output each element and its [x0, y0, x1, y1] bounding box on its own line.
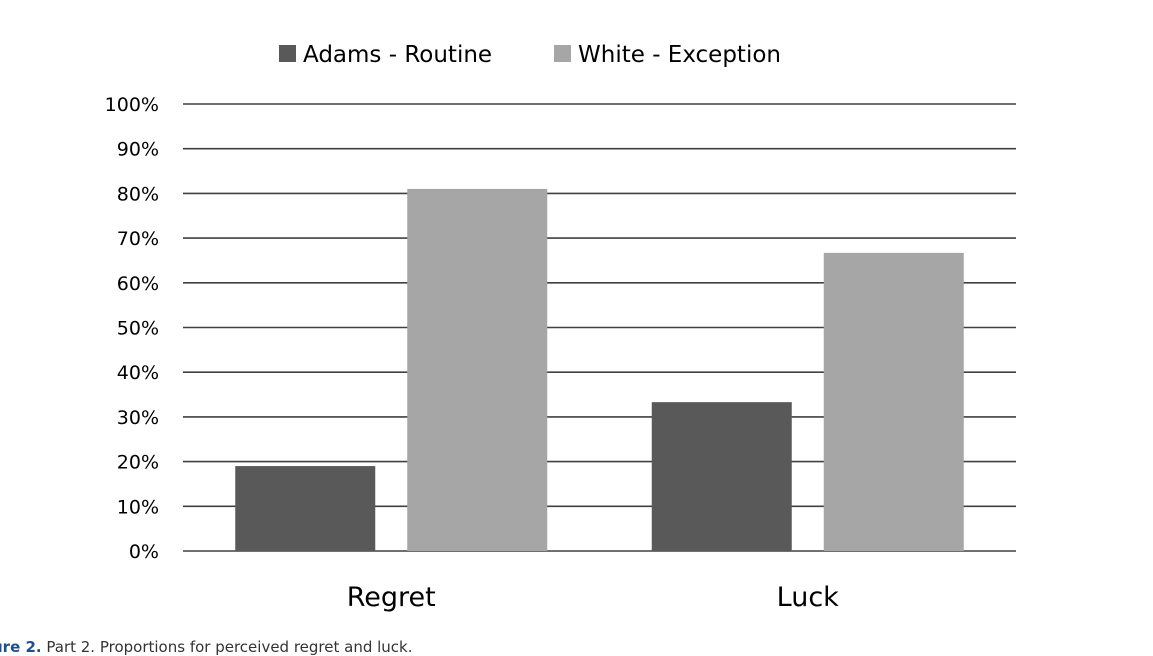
x-category-label-luck: Luck — [777, 582, 840, 613]
y-tick-label-50: 50% — [117, 318, 159, 340]
bar-luck-white-exception — [823, 252, 964, 551]
bar-regret-white-exception — [407, 188, 548, 551]
y-tick-label-20: 20% — [117, 452, 159, 474]
y-tick-label-30: 30% — [117, 407, 159, 429]
y-tick-label-80: 80% — [117, 183, 159, 205]
y-tick-label-10: 10% — [117, 496, 159, 518]
x-axis-category-labels: Regret Luck — [347, 582, 839, 613]
x-category-label-regret: Regret — [347, 582, 436, 613]
legend-swatch-adams-routine — [279, 45, 296, 62]
legend: Adams - Routine White - Exception — [279, 42, 781, 68]
legend-swatch-white-exception — [554, 45, 571, 62]
figure-caption-text: Part 2. Proportions for perceived regret… — [41, 638, 413, 656]
y-tick-label-60: 60% — [117, 273, 159, 295]
y-tick-label-0: 0% — [129, 541, 159, 563]
y-axis-tick-labels: 0% 10% 20% 30% 40% 50% 60% 70% 80% 90% 100% — [105, 94, 159, 563]
y-tick-label-90: 90% — [117, 139, 159, 161]
legend-label-white-exception: White - Exception — [578, 42, 781, 68]
figure-caption: ure 2. Part 2. Proportions for perceived… — [0, 638, 413, 656]
y-tick-label-40: 40% — [117, 362, 159, 384]
figure-caption-tag: ure 2. — [0, 638, 42, 656]
legend-label-adams-routine: Adams - Routine — [303, 42, 492, 68]
y-tick-label-70: 70% — [117, 228, 159, 250]
bar-regret-adams-routine — [235, 466, 376, 551]
y-tick-label-100: 100% — [105, 94, 159, 116]
bars — [235, 188, 964, 551]
bar-luck-adams-routine — [651, 402, 792, 551]
